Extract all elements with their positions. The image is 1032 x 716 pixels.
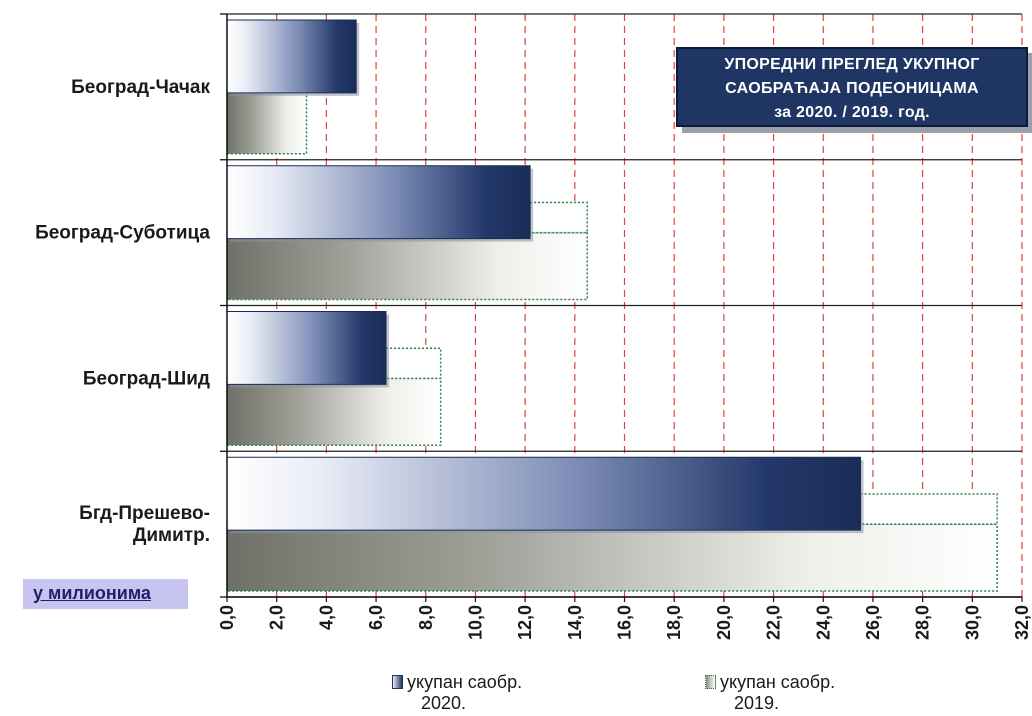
unit-label: у милионима [23,579,188,609]
x-tick-label: 24,0 [813,605,833,640]
x-tick-label: 12,0 [515,605,535,640]
x-tick-label: 28,0 [913,605,933,640]
legend-swatch-2019 [705,675,716,689]
bar-2020 [226,311,387,385]
x-tick-label: 4,0 [316,605,336,630]
title-line-2: САОБРАЋАЈА ПОДЕОНИЦАМА [725,80,979,97]
x-tick-label: 26,0 [863,605,883,640]
legend-2020-line-1: укупан саобр. [407,672,523,692]
axes [220,13,1023,602]
legend-2019-line-2: 2019. [734,693,780,713]
category-label: Београд-Шид [83,368,210,389]
legend-text-2020: укупан саобр. 2020. [407,672,522,714]
category-label: Бгд-Прешево-Димитр. [79,503,210,546]
x-tick-label: 6,0 [366,605,386,630]
x-tick-label: 32,0 [1012,605,1032,640]
legend-2019-line-1: укупан саобр. [720,672,836,692]
bar-2019-top [385,347,442,380]
x-tick-label: 22,0 [764,605,784,640]
bar-2019 [226,523,998,592]
bar-2019 [226,231,588,301]
bar-2020 [226,456,862,531]
bar-2019-top [859,493,998,525]
x-tick-label: 18,0 [664,605,684,640]
bar-2020 [226,19,357,94]
chart-title: УПОРЕДНИ ПРЕГЛЕД УКУПНОГ САОБРАЋАЈА ПОДЕ… [676,47,1028,127]
legend-item-2020: укупан саобр. 2020. [392,672,522,714]
x-tick-label: 8,0 [416,605,436,630]
legend-2020-line-2: 2020. [421,693,467,713]
x-tick-label: 0,0 [217,605,237,630]
category-label: Београд-Суботица [35,223,210,244]
title-line-3: за 2020. / 2019. год. [774,104,930,121]
x-tick-label: 10,0 [465,605,485,640]
legend-text-2019: укупан саобр. 2019. [720,672,835,714]
x-tick-label: 30,0 [962,605,982,640]
x-tick-label: 16,0 [615,605,635,640]
title-line-1: УПОРЕДНИ ПРЕГЛЕД УКУПНОГ [724,56,980,73]
x-tick-label: 20,0 [714,605,734,640]
x-tick-label: 2,0 [267,605,287,630]
x-tick-label: 14,0 [565,605,585,640]
bar-2019 [226,377,442,446]
legend-swatch-2020 [392,675,403,689]
bar-2019 [226,86,308,155]
category-label: Београд-Чачак [71,77,210,98]
bars [226,19,998,592]
x-tick-labels: 0,0 2,0 4,0 6,0 8,0 10,0 12,0 14,0 16,0 18,0 20,0 2… [217,605,1032,640]
legend-item-2019: укупан саобр. 2019. [705,672,835,714]
bar-2020 [226,165,531,240]
bar-2019-top [529,201,588,234]
category-labels: Београд-Чачак Београд-Суботица Београд-Шид… [35,77,210,546]
